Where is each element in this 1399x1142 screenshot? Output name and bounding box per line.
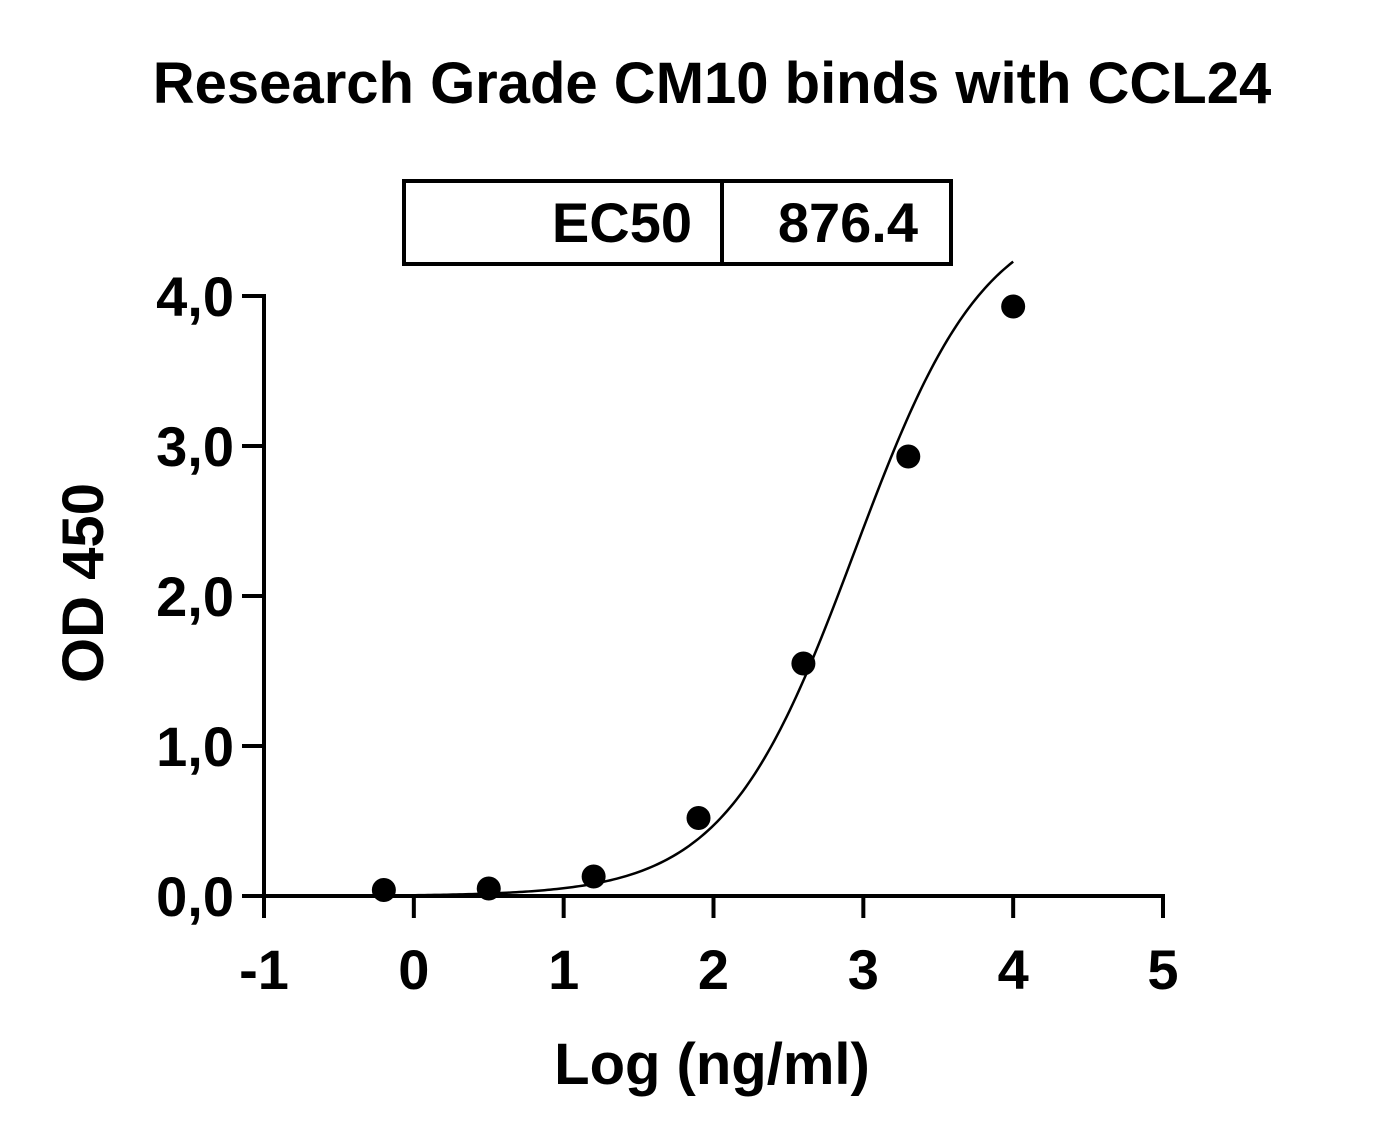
ec50-table-border: [402, 179, 953, 266]
data-point: [476, 876, 501, 901]
x-tick-label: 2: [698, 938, 729, 1001]
plot-area: [371, 260, 1026, 902]
x-axis: -1 0 1 2 3 4 5: [239, 894, 1179, 1001]
x-tick-label: 4: [998, 938, 1029, 1001]
x-tick-label: 5: [1147, 938, 1178, 1001]
data-point: [581, 864, 606, 889]
fit-curve: [383, 260, 1014, 897]
y-tick-label: 0,0: [156, 865, 234, 928]
ec50-value: 876.4: [778, 191, 918, 254]
chart-title: Research Grade CM10 binds with CCL24: [153, 51, 1271, 116]
data-point: [791, 651, 816, 676]
ec50-table: EC50 876.4: [402, 179, 953, 266]
x-tick-label: -1: [239, 938, 289, 1001]
data-point: [686, 806, 711, 830]
x-tick-label: 1: [548, 938, 579, 1001]
data-point: [896, 444, 921, 469]
data-point: [371, 878, 396, 902]
x-axis-label: Log (ng/ml): [554, 1032, 870, 1097]
x-tick-label: 0: [398, 938, 429, 1001]
y-tick-label: 3,0: [156, 415, 234, 478]
y-axis: 0,0 1,0 2,0 3,0 4,0: [156, 265, 266, 928]
x-tick-label: 3: [848, 938, 879, 1001]
y-tick-label: 4,0: [156, 265, 234, 328]
ec50-label: EC50: [552, 191, 692, 254]
y-axis-label: OD 450: [51, 483, 116, 683]
y-tick-label: 1,0: [156, 715, 234, 778]
y-tick-label: 2,0: [156, 565, 234, 628]
data-point: [1001, 294, 1026, 319]
